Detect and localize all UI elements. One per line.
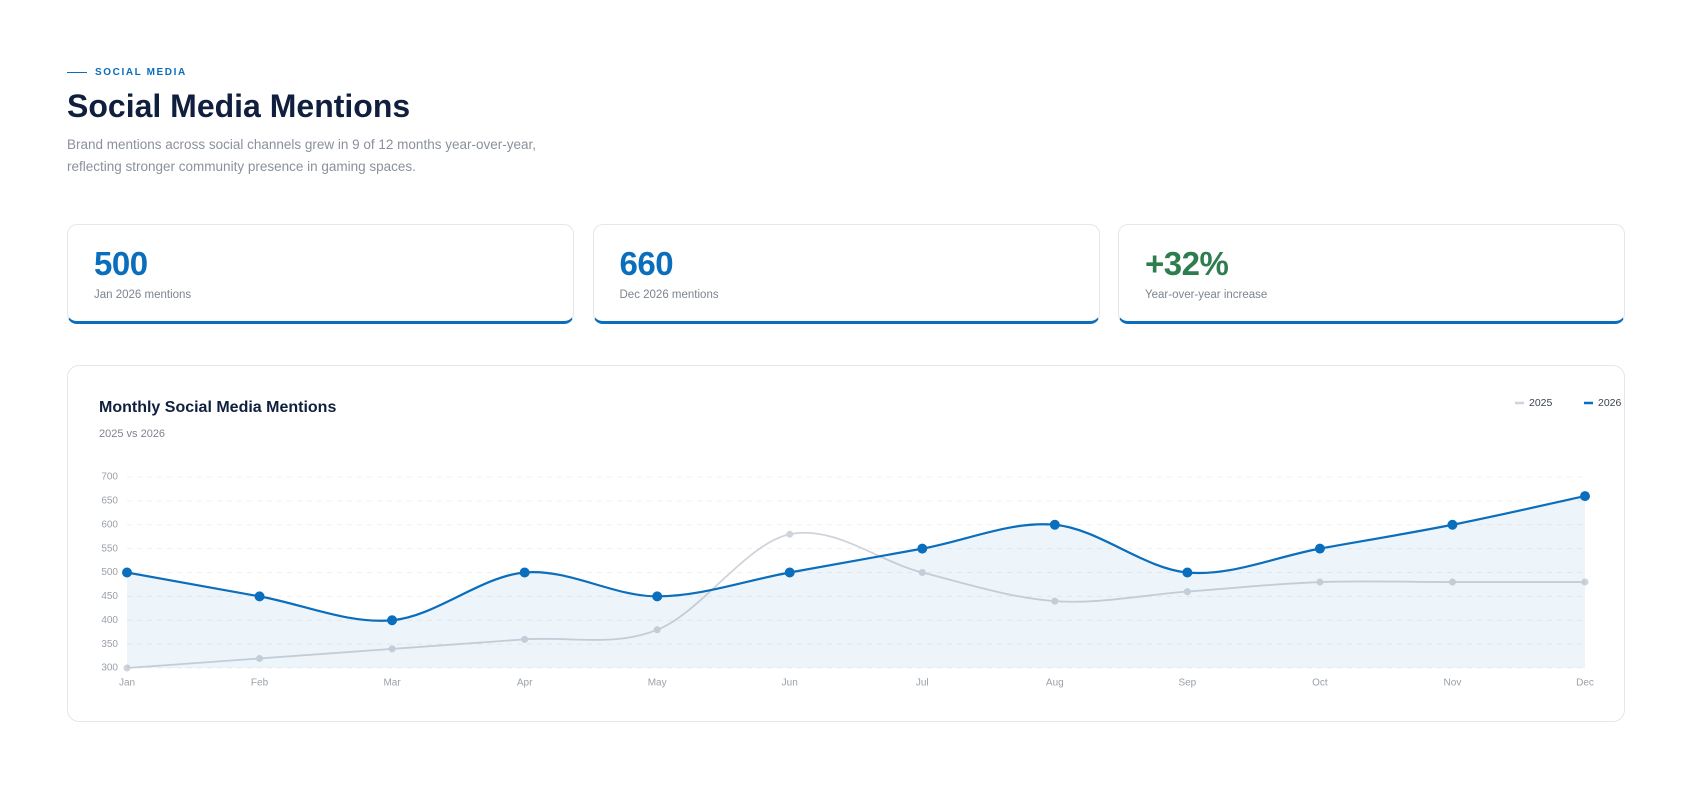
point [1580, 491, 1590, 502]
y-tick-label: 700 [101, 472, 118, 483]
point [917, 543, 928, 554]
area [127, 496, 1585, 668]
y-tick-label: 300 [101, 663, 118, 674]
point [521, 635, 529, 643]
chart-card: Monthly Social Media Mentions 2025 vs 20… [67, 365, 1625, 722]
kpi-value: +32% [1145, 245, 1229, 282]
line [126, 531, 1585, 669]
y-tick-label: 350 [101, 639, 118, 650]
point [1051, 597, 1059, 605]
legend-label: 2025 [1529, 397, 1553, 409]
kpi-card: 500 Jan 2026 mentions [67, 224, 574, 324]
chart-title: Monthly Social Media Mentions [99, 399, 336, 416]
point [387, 615, 398, 626]
kpi-label: Jan 2026 mentions [94, 289, 192, 301]
kpi-card: +32% Year-over-year increase [1118, 224, 1625, 324]
chart-subtitle: 2025 vs 2026 [99, 428, 165, 440]
x-tick-label: Sep [1178, 678, 1196, 689]
x-tick-label: Oct [1312, 678, 1328, 689]
x-tick-label: Aug [1046, 678, 1064, 689]
point [1049, 519, 1060, 530]
x-tick-label: Jul [916, 678, 929, 689]
point [256, 654, 264, 662]
y-tick-label: 400 [101, 615, 118, 626]
point [1447, 519, 1458, 530]
kpi-label: Year-over-year increase [1145, 289, 1268, 301]
x-tick-label: Apr [517, 678, 533, 689]
y-tick-label: 550 [101, 543, 118, 554]
kpi-value: 660 [619, 245, 674, 282]
line [126, 495, 1586, 622]
x-tick-label: Jan [119, 678, 135, 689]
x-tick-label: Mar [383, 678, 401, 689]
eyebrow: SOCIAL MEDIA [67, 67, 187, 78]
point [1314, 543, 1325, 554]
point [786, 530, 794, 538]
point [784, 567, 795, 578]
point [1581, 578, 1589, 586]
chart: Monthly Social Media Mentions 2025 vs 20… [99, 397, 1622, 689]
x-tick-label: Jun [782, 678, 798, 689]
y-tick-label: 600 [101, 519, 118, 530]
point [918, 569, 926, 576]
page-title: Social Media Mentions [67, 88, 411, 124]
point [122, 567, 132, 578]
y-tick-label: 650 [101, 496, 118, 507]
x-tick-label: Feb [251, 678, 269, 689]
point [1448, 578, 1456, 586]
kpi-value: 500 [94, 245, 148, 282]
x-tick-label: Nov [1444, 678, 1462, 689]
point [254, 591, 265, 602]
x-tick-label: May [648, 678, 667, 689]
kpi-label: Dec 2026 mentions [619, 289, 719, 301]
legend-label: 2026 [1598, 397, 1622, 409]
point [1316, 578, 1324, 586]
point [652, 591, 663, 602]
description: Brand mentions across social channels gr… [67, 137, 536, 174]
point [123, 664, 131, 672]
y-tick-label: 450 [101, 591, 118, 602]
point [388, 645, 396, 653]
point [653, 626, 661, 634]
y-tick-label: 500 [101, 567, 118, 578]
point [1182, 567, 1193, 578]
x-tick-label: Dec [1576, 678, 1594, 689]
kpi-card: 660 Dec 2026 mentions [592, 224, 1100, 324]
point [1183, 588, 1191, 596]
point [519, 567, 530, 578]
